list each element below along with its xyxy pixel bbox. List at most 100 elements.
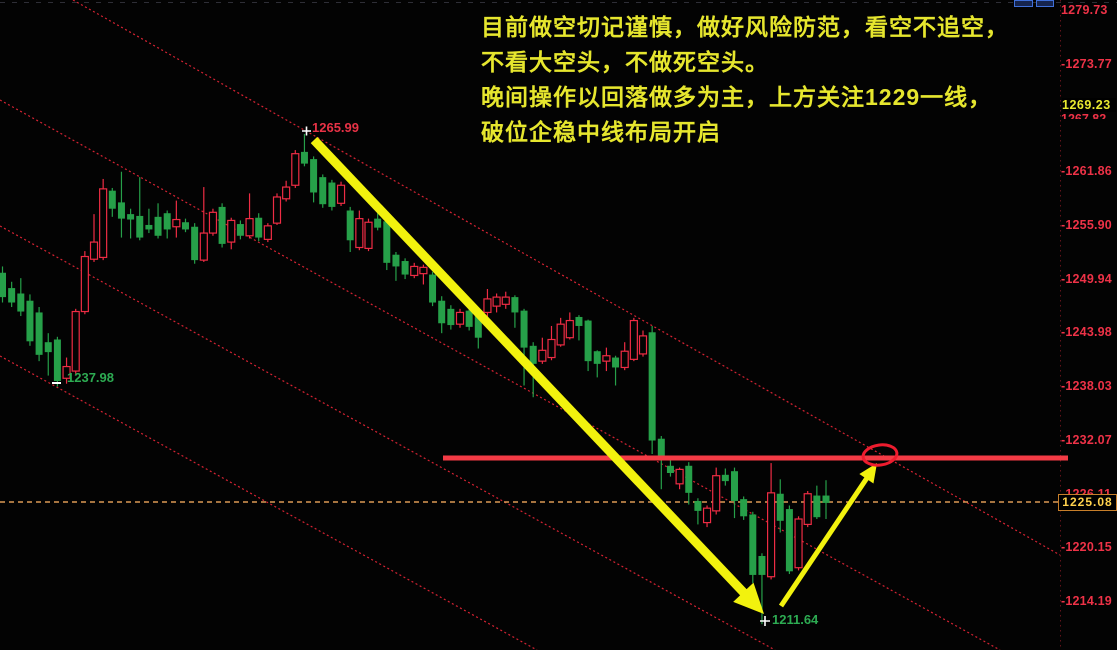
candle-body (803, 493, 812, 526)
analyst-annotation-text: 目前做空切记谨慎，做好风险防范，看空不追空， 不看大空头，不做死空头。 晚间操作… (481, 10, 1071, 150)
candle-body (584, 320, 592, 362)
candle-body (136, 215, 144, 238)
candle-body (620, 350, 629, 369)
annotation-line-4: 破位企稳中线布局开启 (481, 119, 721, 145)
candle-body (346, 210, 354, 241)
candle-body (401, 261, 409, 275)
trend-channel-line (0, 99, 1001, 650)
candle-body (282, 186, 291, 200)
candle-body (556, 323, 565, 346)
candle-body (794, 518, 803, 569)
axis-price-label: -1214.19 (1061, 594, 1112, 609)
candle-body (199, 232, 208, 261)
candle-body (80, 255, 89, 313)
candle-body (593, 351, 601, 364)
candle-body (575, 316, 583, 326)
candle-body (511, 297, 519, 313)
candle-body (300, 151, 308, 164)
axis-price-label: -1249.94 (1061, 271, 1112, 286)
trend-channel-line (72, 0, 1061, 556)
down-trend-arrow-shaft (310, 136, 748, 597)
candle-body (26, 300, 34, 342)
candle-body (89, 241, 99, 260)
candle-body (208, 211, 218, 234)
candle-body (0, 272, 6, 298)
candle-body (429, 274, 437, 303)
candle-body (99, 188, 108, 259)
candle-body (272, 196, 282, 224)
low-price-marker: 1211.64 (772, 612, 819, 627)
candle-body (666, 465, 674, 473)
resistance-line (443, 455, 1068, 461)
candle-body (319, 177, 327, 205)
axis-price-label: -1220.15 (1061, 540, 1112, 555)
candle-body (483, 298, 492, 314)
trend-channel-line (0, 225, 776, 650)
candle-body (218, 206, 226, 244)
candle-body (438, 300, 446, 324)
candle-body (520, 310, 528, 348)
candle-body (740, 499, 748, 517)
breakout-ellipse (861, 443, 899, 467)
candle-body (108, 190, 116, 209)
candle-body (492, 296, 501, 307)
candle-body (355, 218, 364, 249)
toolbar-fragment-box (1014, 0, 1033, 7)
up-bounce-arrow-shaft (778, 475, 870, 608)
high-point-cross-marker (302, 126, 311, 136)
candle-body (721, 474, 729, 482)
candle-body (255, 217, 263, 238)
candle-body (785, 509, 793, 572)
candle-body (419, 266, 428, 275)
mid-low-price-marker: 1237.98 (67, 370, 114, 385)
candle-body (776, 493, 784, 521)
last-price-badge: 1225.08 (1058, 494, 1117, 511)
candle-body (712, 475, 721, 512)
candle-body (263, 225, 272, 240)
candle-body (822, 495, 830, 503)
trend-channel-line (0, 355, 538, 650)
mid-low-tick-marker (52, 382, 61, 384)
axis-price-label: -1273.77 (1061, 56, 1112, 71)
candle-body (145, 224, 153, 230)
candle-body (163, 213, 171, 230)
candle-body (501, 296, 510, 305)
candle-body (44, 342, 52, 353)
axis-price-label: -1261.86 (1061, 164, 1112, 179)
candle-body (17, 293, 25, 312)
axis-price-label: 1279.73 (1061, 3, 1108, 17)
candle-body (410, 265, 419, 277)
candle-body (766, 492, 776, 578)
candle-body (529, 345, 537, 364)
candle-body (62, 365, 71, 379)
annotation-line-2: 不看大空头，不做死空头。 (481, 49, 769, 75)
candle-body (374, 218, 382, 228)
candle-body (455, 311, 465, 325)
candle-body (612, 357, 620, 368)
candlestick-series (0, 133, 830, 625)
candle-body (731, 471, 738, 501)
partially-hidden-axis-label: 1267.82 (1061, 112, 1107, 119)
candle-body (35, 312, 43, 355)
candle-body (383, 221, 391, 263)
candle-body (71, 310, 80, 372)
candle-body (310, 159, 318, 193)
candle-body (227, 219, 236, 243)
candle-body (685, 465, 693, 493)
candle-body (657, 438, 665, 460)
up-bounce-arrow-head (859, 463, 877, 484)
candle-body (565, 319, 574, 339)
annotation-line-3: 晚间操作以回落做多为主，上方关注1229一线， (481, 84, 993, 110)
axis-price-label: -1255.90 (1061, 217, 1112, 232)
candle-body (749, 514, 757, 575)
candle-body (236, 224, 244, 236)
axis-price-label: -1243.98 (1061, 325, 1112, 340)
candle-body (465, 310, 473, 327)
candle-body (602, 355, 611, 362)
down-trend-arrow-head (733, 582, 764, 614)
candle-body (474, 315, 482, 338)
cursor-price-label: 1269.23 (1062, 98, 1116, 112)
axis-price-label: -1238.03 (1061, 379, 1112, 394)
